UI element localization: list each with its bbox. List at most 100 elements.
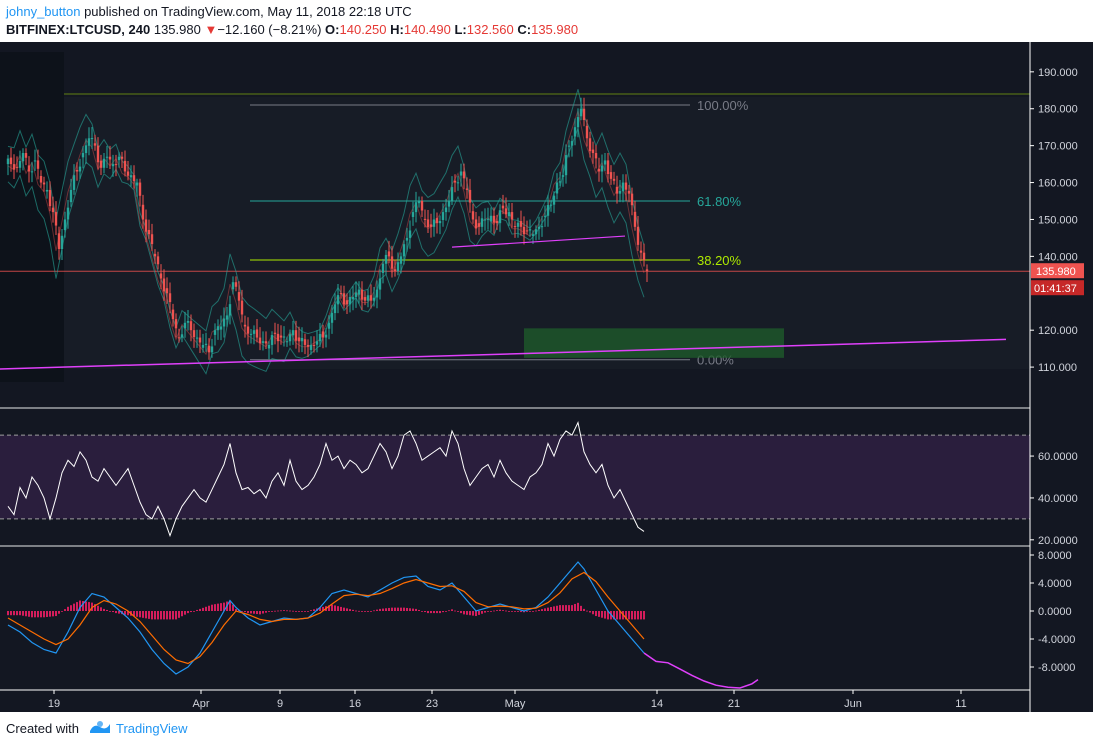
macd-histogram-bar [352,609,354,611]
candle-body [207,345,211,353]
macd-histogram-bar [55,611,57,617]
macd-histogram-bar [115,611,117,614]
macd-histogram-bar [16,611,18,616]
candle-body [618,190,622,194]
candle-body [594,153,598,159]
macd-histogram-bar [526,611,528,612]
candle-body [627,190,631,194]
high-label: H: [390,22,404,37]
candle-body [309,344,313,350]
candle-body [513,226,517,228]
chart-area[interactable]: 100.00% 61.80% 38.20% 0.00% 190.000 180.000 1… [0,42,1093,712]
candle-body [474,219,478,229]
candle-body [543,215,547,217]
rsi-pane[interactable] [0,421,1030,538]
macd-histogram-bar [157,611,159,620]
macd-histogram-bar [52,611,54,617]
candle-body [57,233,61,249]
macd-histogram-bar [322,606,324,611]
candle-body [129,175,133,178]
candle-body [303,339,307,345]
candle-body [210,346,214,353]
macd-histogram-bar [106,609,108,611]
candle-body [570,141,574,146]
candle-body [540,226,544,228]
macd-histogram-bar [139,611,141,618]
macd-projection-line[interactable] [643,652,759,689]
target-zone-box[interactable] [524,328,784,358]
macd-histogram-bar [436,611,438,614]
candle-body [273,332,277,334]
candle-body [84,145,88,154]
macd-histogram-bar [343,607,345,611]
candle-body [291,330,295,336]
macd-histogram-bar [118,611,120,614]
macd-histogram-bar [376,609,378,611]
candle-body [600,165,604,172]
macd-histogram-bar [196,609,198,611]
price-tick-label: 190.000 [1038,67,1078,79]
support-trendline[interactable] [0,338,1007,370]
macd-histogram-bar [259,611,261,615]
neckline-trendline[interactable] [451,235,626,248]
candle-body [447,201,451,207]
macd-histogram-bar [340,606,342,611]
candle-body [231,282,235,290]
candle-body [363,297,367,301]
author-link[interactable]: johny_button [6,4,81,19]
candle-body [222,318,226,327]
close-value: 135.980 [531,22,579,37]
candle-body [354,292,358,297]
macd-histogram-bar [79,600,81,611]
candle-body [426,219,430,228]
candle-body [105,156,109,158]
candle-body [339,293,343,295]
price-axis[interactable]: 190.000 180.000 170.000 160.000 150.000 140.0… [1029,42,1093,712]
rsi-band [0,435,1030,519]
candle-body [393,269,397,272]
candle-body [249,333,253,335]
macd-histogram-bar [175,611,177,620]
macd-histogram-bar [283,610,285,611]
candle-body [501,205,505,209]
candle-body [522,226,526,235]
macd-histogram-bar [67,606,69,611]
chart-svg[interactable]: 100.00%61.80%38.20%0.00% 190.000180.0001… [0,42,1093,712]
candle-body [552,195,556,205]
macd-histogram-bar [415,608,417,611]
macd-histogram-bar [262,611,264,614]
candle-body [567,145,571,147]
macd-histogram-bar [544,608,546,611]
candle-body [459,171,463,176]
macd-histogram-bar [394,607,396,611]
macd-histogram-bar [553,606,555,611]
time-axis[interactable]: 19 Apr 9 16 23 May 14 21 Jun 11 [0,689,1030,710]
macd-pane[interactable] [7,561,759,689]
macd-histogram-bar [643,611,645,620]
candle-body [360,289,364,300]
candle-body [225,315,229,320]
candle-body [609,172,613,179]
macd-histogram-bar [442,611,444,613]
macd-histogram-bar [289,610,291,612]
candle-body [147,229,151,235]
macd-histogram-bar [142,611,144,618]
macd-histogram-bar [484,611,486,613]
macd-histogram-bar [595,611,597,617]
price-pane[interactable]: 100.00%61.80%38.20%0.00% [0,52,1030,382]
candle-body [549,204,553,206]
macd-histogram-bar [577,602,579,611]
macd-histogram-bar [493,610,495,612]
macd-histogram-bar [10,611,12,616]
symbol-name[interactable]: BITFINEX:LTCUSD, 240 [6,22,151,37]
macd-histogram-bar [607,611,609,620]
candle-body [483,219,487,221]
macd-histogram-bar [463,611,465,615]
macd-histogram-bar [541,609,543,611]
candle-body [348,296,352,305]
tradingview-link[interactable]: TradingView [116,721,188,736]
candle-body [429,224,433,227]
macd-histogram-bar [370,611,372,612]
macd-signal-line [7,571,645,665]
candle-body [564,155,568,176]
